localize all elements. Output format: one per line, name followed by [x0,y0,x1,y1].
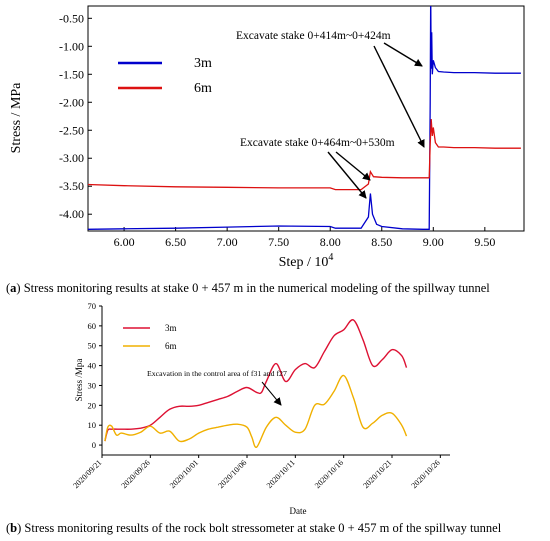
chart-b-ytick-label: 20 [88,400,97,410]
chart-b-legend: 3m 6m [123,323,177,351]
chart-b-ytick-label: 30 [88,380,97,390]
chart-b-xtick-label: 2020/09/26 [120,458,152,490]
legend-label-b-6m: 6m [165,341,177,351]
chart-a-ytick-label: -2.50 [59,123,84,137]
chart-a-ytick-label: -1.00 [59,39,84,53]
chart-b-xtick-label: 2020/10/26 [410,458,442,490]
chart-a-ytick-label: -3.50 [59,179,84,193]
chart-b-ytick-label: 50 [88,341,97,351]
chart-a-ylabel: Stress / MPa [9,82,24,154]
series-line-3m [88,6,521,230]
chart-a-frame [87,5,525,232]
chart-a-ytick-label: -1.50 [59,67,84,81]
chart-b: 0 10 20 30 40 50 60 70 2020/09/21 2020/09/26 2020… [71,301,450,516]
chart-b-xtick-label: 2020/09/21 [71,458,103,490]
chart-a-xtick-label: 8.50 [371,235,392,249]
legend-label-3m: 3m [194,56,212,71]
annotation-excavate-464-530: Excavate stake 0+464m~0+530m [240,137,395,149]
chart-b-ytick-label: 70 [88,301,97,311]
chart-a-ytick-label: -2.00 [59,95,84,109]
chart-a-ytick-label: -0.50 [59,11,84,25]
arrow-to-8-40-6m [335,151,371,181]
arrow-to-9-00-3m [383,42,423,67]
chart-b-xtick-label: 2020/10/01 [168,458,200,490]
chart-a-xtick-label: 8.00 [320,235,341,249]
annotation-f31-f27: Excavation in the control area of f31 an… [147,369,287,378]
annotation-excavate-414-424: Excavate stake 0+414m~0+424m [236,30,391,42]
series-line-6m [88,119,521,191]
chart-a-ytick-label: -3.00 [59,151,84,165]
arrow-to-8-40-3m [327,151,367,199]
chart-a-legend: 3m 6m [118,56,212,96]
chart-b-ytick-label: 10 [88,420,97,430]
chart-b-xtick-label: 2020/10/06 [216,458,248,490]
chart-b-ytick-label: 40 [88,361,97,371]
legend-label-6m: 6m [194,81,212,96]
legend-label-b-3m: 3m [165,323,177,333]
chart-b-xtick-label: 2020/10/16 [313,458,345,490]
chart-a-xtick-label: 9.00 [423,235,444,249]
chart-a-xtick-label: 7.00 [217,235,238,249]
chart-a-xlabel: Step / 104 [279,252,334,270]
chart-b-xtick-label: 2020/10/21 [361,458,393,490]
series-line-b-6m [104,374,408,448]
arrow-to-9-00-6m [373,45,425,148]
arrow-to-control-area [261,381,282,406]
chart-b-ytick-label: 0 [92,440,96,450]
caption-b: (b) Stress monitoring results of the roc… [6,521,502,535]
chart-a-ytick-label: -4.00 [59,207,84,221]
chart-a: -4.00 -3.50 -3.00 -2.50 -2.00 -1.50 -1.00 -0.50… [9,5,525,270]
chart-b-xlabel: Date [290,506,307,516]
chart-a-xtick-label: 6.50 [165,235,186,249]
chart-b-ytick-label: 60 [88,321,97,331]
caption-a: (a) Stress monitoring results at stake 0… [6,281,490,295]
chart-a-xtick-label: 6.00 [114,235,135,249]
chart-a-xtick-label: 7.50 [268,235,289,249]
chart-b-xtick-label: 2020/10/11 [265,458,297,490]
chart-b-ylabel: Stress /Mpa [74,359,84,402]
chart-a-xtick-label: 9.50 [474,235,495,249]
